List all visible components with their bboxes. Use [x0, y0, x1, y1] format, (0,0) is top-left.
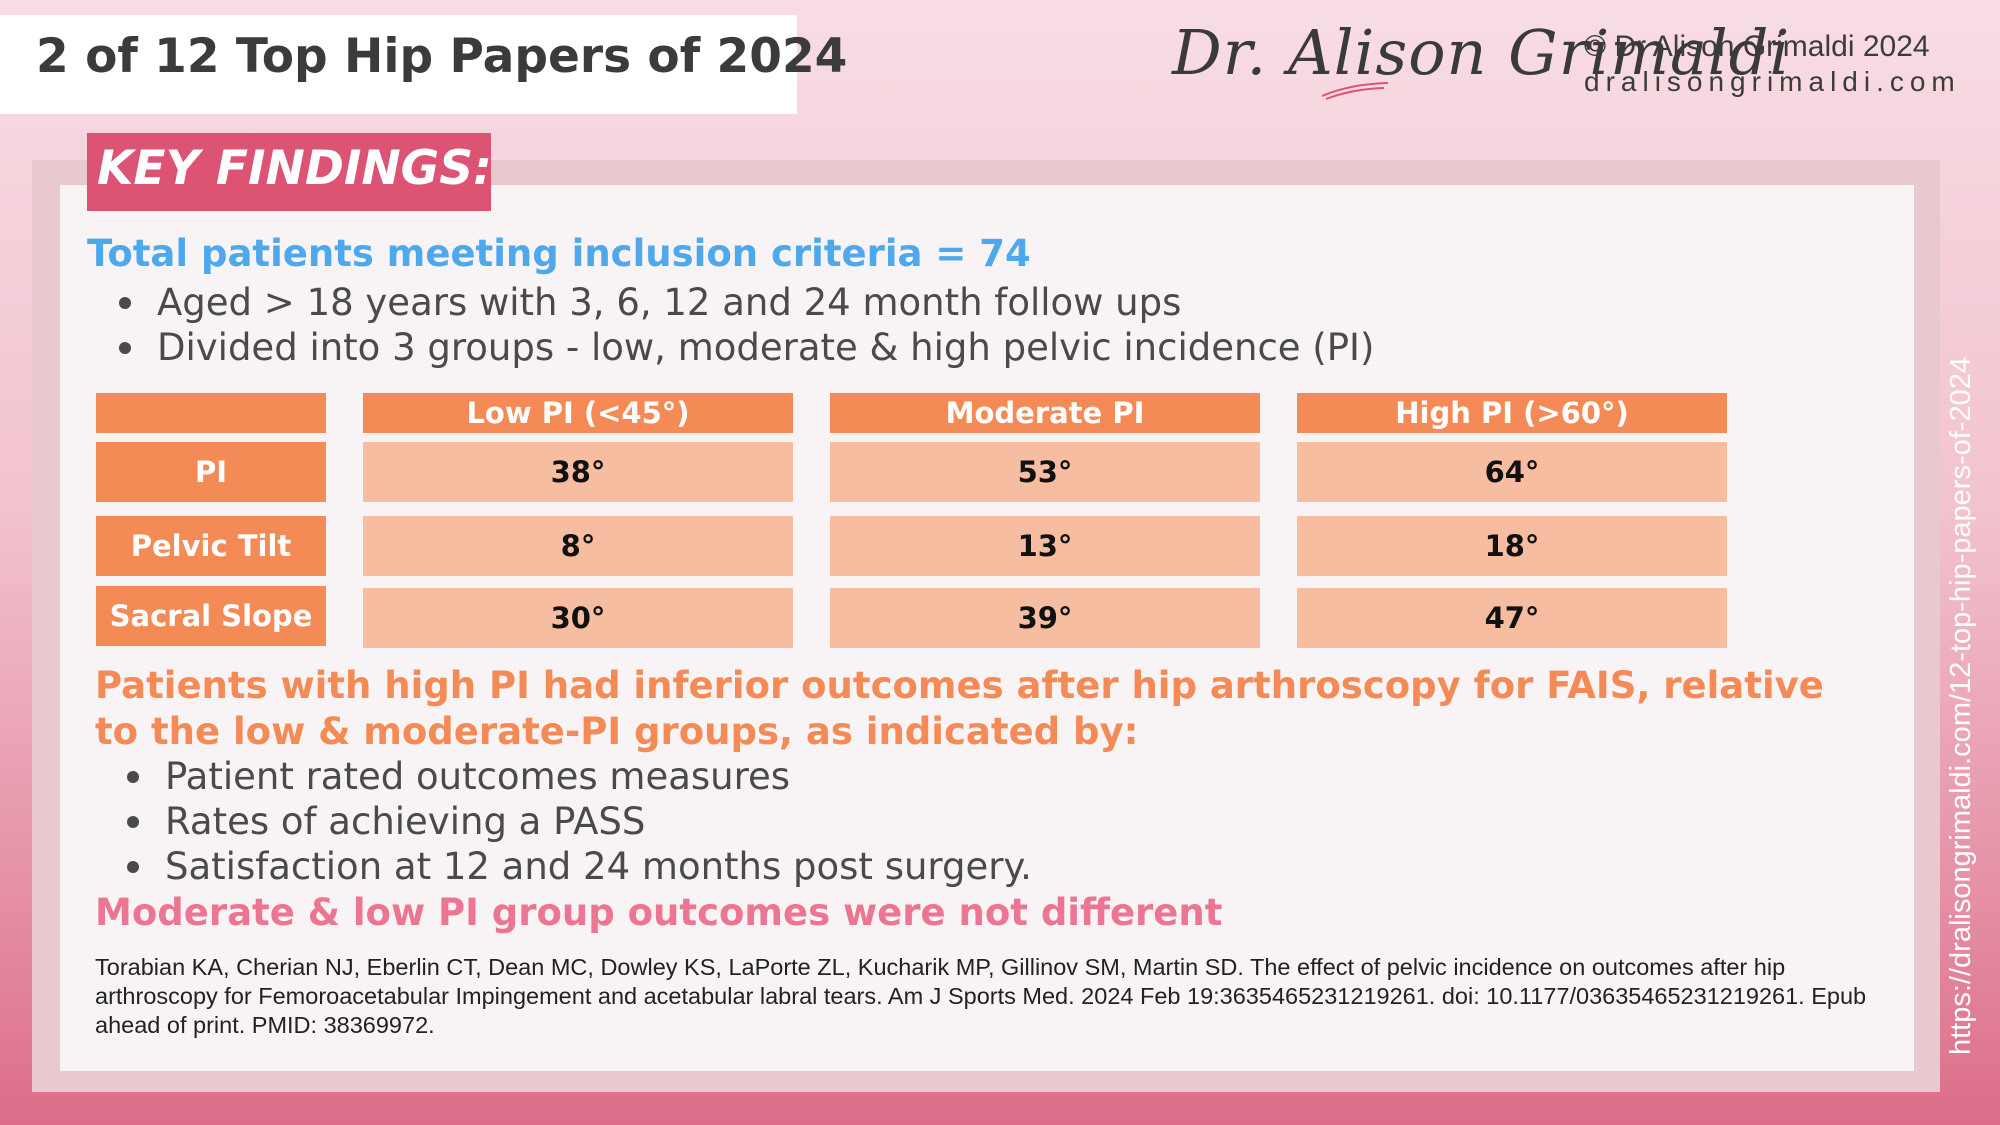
table-header-corner: [96, 393, 326, 433]
table-header-moderate-pi: Moderate PI: [830, 393, 1260, 433]
title-box: 2 of 12 Top Hip Papers of 2024: [0, 15, 847, 114]
inclusion-bullet-list: Aged > 18 years with 3, 6, 12 and 24 mon…: [117, 280, 1374, 370]
row-label-pelvic-tilt: Pelvic Tilt: [96, 516, 326, 576]
bullet-dot-icon: [119, 297, 131, 309]
row-label-pi: PI: [96, 442, 326, 502]
list-item: Satisfaction at 12 and 24 months post su…: [125, 844, 1032, 889]
bullet-dot-icon: [127, 816, 139, 828]
bullet-dot-icon: [119, 342, 131, 354]
moderate-statement: Moderate & low PI group outcomes were no…: [95, 891, 1223, 934]
list-item: Divided into 3 groups - low, moderate & …: [117, 325, 1374, 370]
key-findings-label: KEY FINDINGS:: [97, 141, 492, 196]
bullet-dot-icon: [127, 771, 139, 783]
side-url-link[interactable]: https://dralisongrimaldi.com/12-top-hip-…: [1945, 357, 1977, 1055]
table-header-high-pi: High PI (>60°): [1297, 393, 1727, 433]
cell-pi-low: 38°: [363, 442, 793, 502]
list-item: Patient rated outcomes measures: [125, 754, 1032, 799]
cell-sacral-slope-moderate: 39°: [830, 588, 1260, 648]
cell-sacral-slope-low: 30°: [363, 588, 793, 648]
citation-text: Torabian KA, Cherian NJ, Eberlin CT, Dea…: [95, 954, 1867, 1038]
cell-pi-moderate: 53°: [830, 442, 1260, 502]
cell-pelvic-tilt-moderate: 13°: [830, 516, 1260, 576]
key-findings-banner: KEY FINDINGS:: [87, 133, 492, 211]
cell-sacral-slope-high: 47°: [1297, 588, 1727, 648]
cell-pi-high: 64°: [1297, 442, 1727, 502]
outcome-statement: Patients with high PI had inferior outco…: [95, 664, 1824, 753]
cell-pelvic-tilt-low: 8°: [363, 516, 793, 576]
website-text: dralisongrimaldi.com: [1584, 66, 1961, 97]
signature-swoosh-icon: [1321, 82, 1389, 100]
list-item: Rates of achieving a PASS: [125, 799, 1032, 844]
outcome-bullet-list: Patient rated outcomes measures Rates of…: [125, 754, 1032, 889]
page-title: 2 of 12 Top Hip Papers of 2024: [36, 29, 848, 84]
cell-pelvic-tilt-high: 18°: [1297, 516, 1727, 576]
table-header-low-pi: Low PI (<45°): [363, 393, 793, 433]
copyright-text: © Dr Alison Grimaldi 2024: [1584, 30, 1930, 63]
brand-signature-logo: Dr. Alison Grimaldi: [1172, 16, 1791, 89]
row-label-sacral-slope: Sacral Slope: [96, 586, 326, 646]
list-item: Aged > 18 years with 3, 6, 12 and 24 mon…: [117, 280, 1374, 325]
total-patients-heading: Total patients meeting inclusion criteri…: [87, 232, 1031, 275]
bullet-dot-icon: [127, 861, 139, 873]
